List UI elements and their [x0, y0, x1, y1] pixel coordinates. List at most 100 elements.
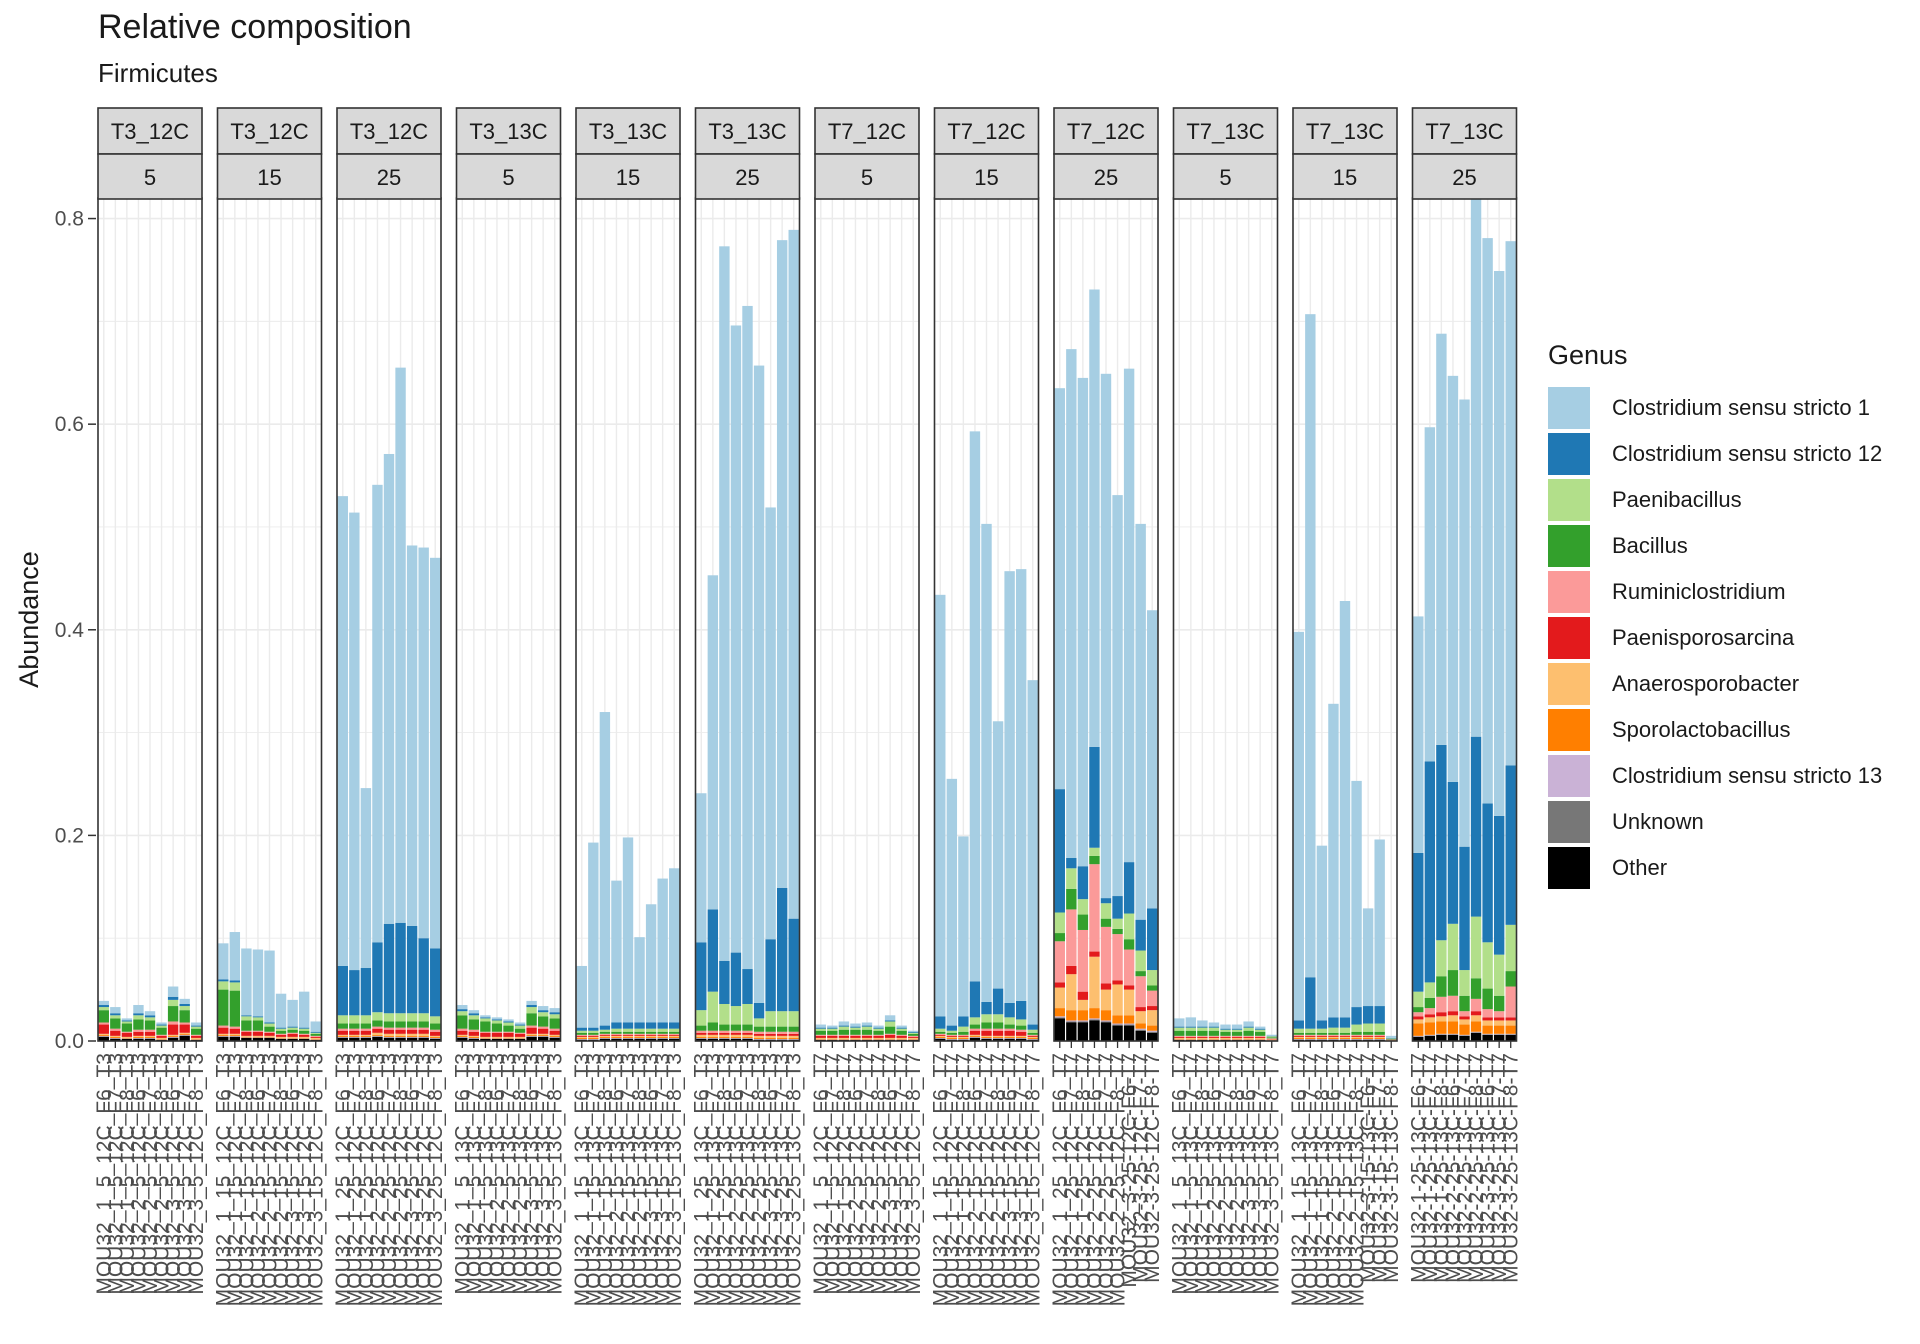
bar-segment — [1470, 1021, 1482, 1032]
bar-segment — [1112, 934, 1123, 981]
bar-segment — [1424, 1022, 1436, 1035]
bar-segment — [1208, 1026, 1220, 1028]
x-tick-label: MOU32_3_5_13C_F6_T3 — [521, 1053, 544, 1295]
bar-segment — [1328, 1039, 1339, 1040]
bar-segment — [657, 1028, 668, 1032]
x-tick-label: MOU32_3_5_13C_F8_T3 — [544, 1053, 567, 1295]
bar-segment — [719, 1024, 730, 1031]
bar-segment — [110, 1038, 121, 1039]
bar-segment — [514, 1038, 526, 1041]
bar-segment — [730, 1038, 742, 1039]
bar-segment — [1077, 377, 1089, 867]
bar-segment — [669, 1031, 680, 1034]
bar-segment — [696, 942, 707, 1011]
x-tick-label: MOU32_3_25_12C_F6_T3 — [401, 1053, 424, 1306]
bar-segment — [167, 1006, 179, 1022]
bar-segment — [1339, 1032, 1351, 1035]
bar-segment — [1054, 1016, 1065, 1018]
bar-segment — [418, 1033, 429, 1036]
bar-segment — [1123, 985, 1135, 990]
bar-segment — [1328, 1037, 1339, 1039]
bar-segment — [406, 1035, 418, 1037]
bar-segment — [1339, 1036, 1351, 1038]
bar-segment — [1505, 1020, 1516, 1026]
bar-segment — [218, 1035, 229, 1037]
x-tick-label: MOU32_2_15_13C_F7_T7 — [1334, 1053, 1357, 1306]
bar-segment — [549, 1018, 560, 1029]
bar-segment — [1027, 1024, 1038, 1030]
bar-segment — [827, 1028, 838, 1031]
bar-segment — [1112, 1023, 1123, 1025]
bar-segment — [719, 1038, 730, 1039]
bar-segment — [1436, 1034, 1447, 1041]
bar-segment — [1135, 1030, 1146, 1041]
bar-segment — [468, 1038, 480, 1041]
bar-segment — [337, 1030, 348, 1035]
legend-label: Bacillus — [1612, 533, 1688, 558]
bar-segment — [1305, 1039, 1316, 1040]
bar-segment — [1470, 978, 1482, 999]
bar-segment — [1374, 1023, 1385, 1032]
bar-segment — [360, 788, 372, 969]
bar-segment — [958, 1035, 969, 1037]
bar-segment — [418, 1037, 429, 1041]
bar-segment — [1077, 899, 1089, 915]
bar-segment — [298, 1027, 310, 1029]
bar-segment — [1470, 1011, 1482, 1016]
bar-segment — [337, 1036, 348, 1038]
bar-segment — [537, 1016, 549, 1027]
bar-segment — [1135, 971, 1146, 977]
bar-segment — [491, 1037, 503, 1039]
bar-segment — [1100, 898, 1112, 904]
bar-segment — [696, 1037, 707, 1039]
x-tick-label: MOU32_3_15_12C_F7_T7 — [1010, 1053, 1033, 1306]
x-tick-label: MOU32_1_5_12C_F6_T7 — [810, 1053, 833, 1295]
bar-segment — [468, 1010, 480, 1014]
bar-segment — [1413, 1007, 1424, 1013]
bar-segment — [788, 229, 799, 919]
bar-segment — [1482, 1034, 1493, 1041]
bar-segment — [753, 365, 765, 1003]
bar-segment — [298, 991, 310, 1028]
bar-segment — [1220, 1028, 1231, 1030]
bar-segment — [588, 1037, 599, 1039]
bar-segment — [935, 1034, 946, 1036]
bar-segment — [657, 1034, 668, 1036]
bar-segment — [1328, 1027, 1339, 1033]
bar-segment — [657, 1037, 668, 1039]
bar-segment — [1266, 1037, 1277, 1039]
bar-segment — [588, 1039, 599, 1040]
x-tick-label: MOU32_2_25_13C_F6_T3 — [725, 1053, 748, 1306]
bar-segment — [372, 1036, 383, 1041]
bar-segment — [133, 1015, 144, 1020]
bar-segment — [372, 484, 383, 943]
bar-segment — [669, 1035, 680, 1037]
bar-segment — [1362, 1006, 1374, 1024]
bar-segment — [611, 1037, 622, 1039]
bar-segment — [514, 1037, 526, 1039]
bar-segment — [229, 1028, 241, 1034]
bar-segment — [1231, 1036, 1243, 1038]
bar-segment — [958, 1039, 969, 1040]
bar-segment — [310, 1033, 321, 1036]
bar-segment — [1208, 1027, 1220, 1031]
x-tick-label: MOU32_3_25_12C_F7_T3 — [413, 1053, 436, 1306]
bar-segment — [1147, 1010, 1158, 1026]
bar-segment — [861, 1038, 873, 1040]
bar-segment — [1112, 1015, 1123, 1024]
facet-strip-bottom-label: 25 — [377, 165, 401, 190]
bar-segment — [1112, 980, 1123, 985]
x-tick-label: MOU32_3_25_12C_F8_T3 — [424, 1053, 447, 1306]
bar-segment — [1015, 1000, 1027, 1020]
bar-segment — [981, 1038, 992, 1039]
bar-segment — [191, 1034, 202, 1036]
bar-segment — [669, 868, 680, 1023]
bar-segment — [98, 1036, 109, 1037]
bar-segment — [1112, 1025, 1123, 1041]
bar-segment — [599, 1038, 611, 1041]
bar-segment — [144, 1038, 156, 1039]
bar-segment — [1447, 1021, 1459, 1034]
bar-segment — [121, 1018, 133, 1021]
bar-segment — [395, 1027, 406, 1030]
facet-strip-top — [933, 107, 1040, 155]
